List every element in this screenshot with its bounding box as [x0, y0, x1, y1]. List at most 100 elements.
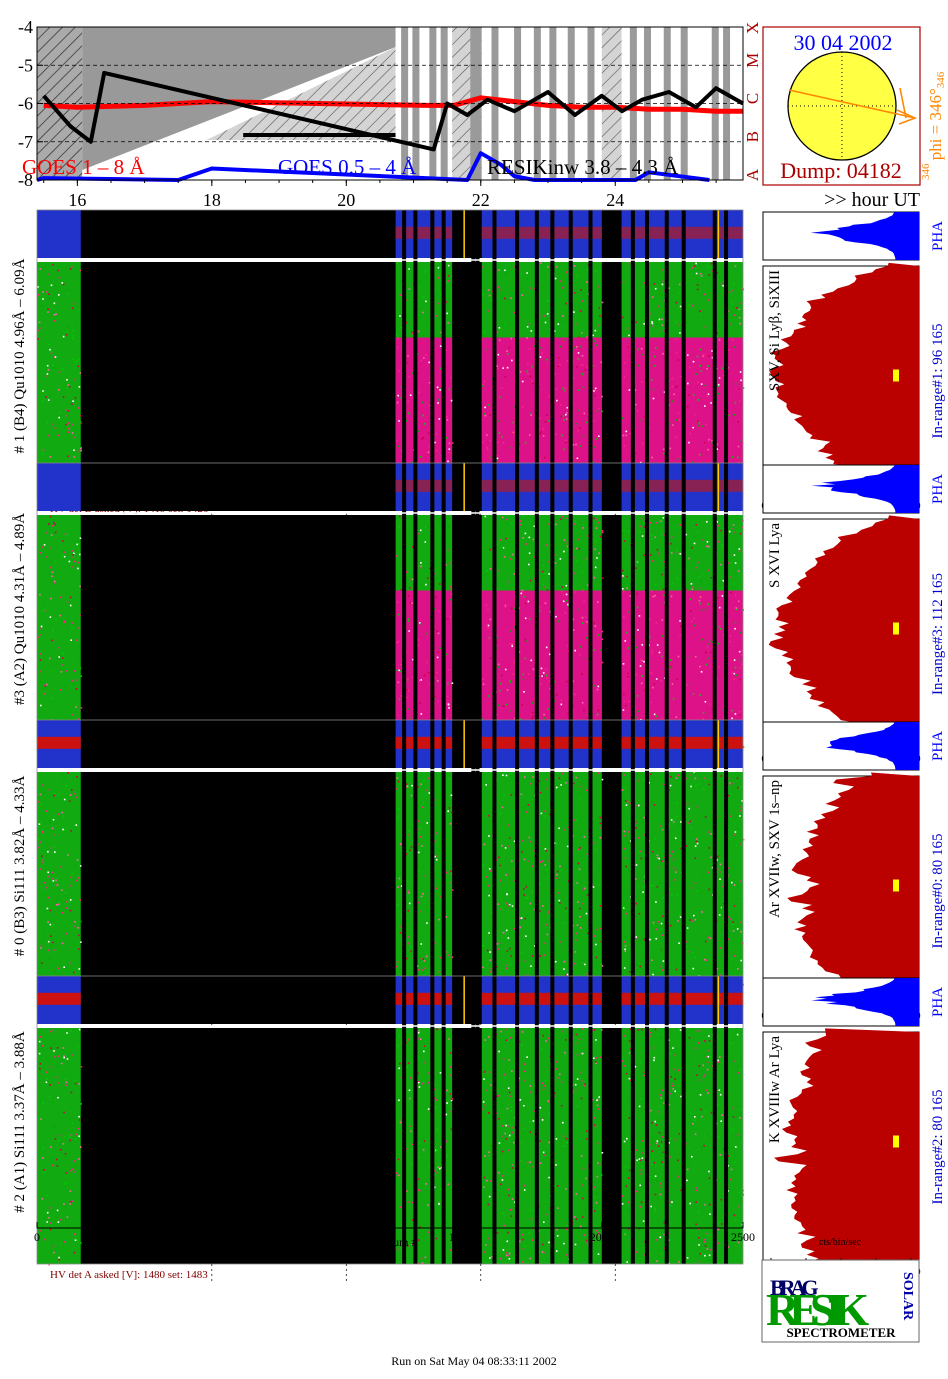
- spectrum-speckle: [707, 365, 709, 367]
- spectrum-speckle: [651, 1155, 654, 1158]
- spectrum-speckle: [78, 1083, 81, 1085]
- spectrum-speckle: [54, 356, 57, 358]
- spectrum-speckle: [559, 1073, 561, 1076]
- spectrum-speckle: [78, 968, 81, 970]
- spectrum-speckle: [412, 578, 415, 581]
- spectrum-speckle: [600, 940, 602, 943]
- spectrum-speckle: [638, 850, 640, 853]
- spectrum-speckle: [41, 855, 43, 857]
- spectrum-speckle: [637, 348, 639, 351]
- spectrum-speckle: [674, 963, 677, 965]
- gap-line-1: [413, 210, 418, 498]
- spectrum-speckle: [636, 695, 639, 697]
- spectrum-speckle: [408, 288, 411, 290]
- spectrum-speckle: [710, 1055, 712, 1058]
- spectrum-speckle: [44, 610, 47, 612]
- spectrum-speckle: [668, 810, 670, 812]
- spectrum-speckle: [680, 821, 682, 823]
- spectrum-speckle: [447, 526, 450, 528]
- spectrum-speckle: [418, 1121, 420, 1124]
- spectrum-speckle: [407, 595, 410, 597]
- spectrum-speckle: [585, 621, 588, 623]
- spectrum-speckle: [585, 1130, 588, 1133]
- spectrum-speckle: [642, 353, 644, 356]
- spectrum-speckle: [686, 802, 689, 805]
- spectrum-speckle: [621, 1195, 624, 1197]
- spectrum-speckle: [75, 706, 77, 708]
- spectrum-speckle: [638, 837, 640, 839]
- spectrum-speckle: [599, 1056, 602, 1059]
- spectrum-speckle: [69, 1190, 72, 1193]
- spectrum-speckle: [501, 1135, 503, 1138]
- spectrum-speckle: [434, 1174, 436, 1177]
- spectrum-speckle: [532, 711, 534, 714]
- spectrum-speckle: [51, 1164, 54, 1167]
- spectrum-speckle: [439, 345, 442, 347]
- spectrum-speckle: [446, 419, 449, 421]
- spectrum-speckle: [522, 1167, 525, 1169]
- spectrum-speckle: [595, 1062, 597, 1065]
- spectrum-speckle: [694, 1116, 696, 1118]
- spectrum-speckle: [40, 803, 42, 806]
- spectrum-speckle: [732, 283, 735, 285]
- spectrum-speckle: [705, 959, 708, 961]
- spectrum-speckle: [55, 879, 57, 882]
- spectrum-speckle: [51, 423, 53, 426]
- hv-label: HV det A asked [V]: 1480 set: 1483: [50, 1269, 208, 1281]
- spectrum-speckle: [53, 302, 56, 305]
- spectrum-speckle: [531, 891, 533, 894]
- spectrum-speckle: [438, 521, 440, 523]
- spectrum-speckle: [541, 1082, 544, 1084]
- spectrum-speckle: [424, 1256, 427, 1259]
- spectrum-speckle: [76, 679, 78, 681]
- spectrum-speckle: [636, 606, 639, 609]
- spectrum-speckle: [577, 352, 580, 354]
- spectrum-speckle: [672, 1047, 674, 1049]
- spectrum-speckle: [662, 352, 664, 355]
- spectrum-speckle: [59, 689, 62, 691]
- spectrum-speckle: [409, 1041, 411, 1044]
- spectrum-speckle: [75, 796, 77, 799]
- spectrum-speckle: [49, 820, 51, 822]
- spectrum-speckle: [447, 954, 449, 957]
- spectrum-speckle: [717, 1228, 720, 1231]
- spectrum-speckle: [448, 442, 451, 445]
- spectrum-speckle: [416, 1072, 419, 1075]
- spectrum-speckle: [549, 303, 551, 306]
- spectrum-speckle: [718, 625, 721, 628]
- spectrum-speckle: [576, 932, 578, 935]
- spectrum-speckle: [566, 359, 569, 362]
- spectrum-speckle: [422, 414, 424, 417]
- spectrum-speckle: [598, 1163, 601, 1166]
- spectrum-speckle: [539, 417, 541, 419]
- spectrum-speckle: [643, 415, 646, 418]
- spectrum-speckle: [596, 838, 598, 840]
- spectrum-speckle: [625, 865, 627, 868]
- spectrum-speckle: [694, 1119, 696, 1122]
- spectrum-speckle: [718, 666, 720, 669]
- spectrum-speckle: [78, 627, 80, 629]
- spectrum-speckle: [532, 1120, 535, 1122]
- spectrum-speckle: [716, 678, 718, 680]
- spectrum-speckle: [558, 1077, 560, 1079]
- spectrum-speckle: [524, 1063, 526, 1065]
- spectrum-speckle: [447, 525, 450, 527]
- spectrum-speckle: [558, 892, 560, 894]
- spectrum-speckle: [437, 302, 439, 305]
- spectrum-speckle: [546, 313, 549, 315]
- spectrum-speckle: [543, 586, 545, 588]
- spectrum-speckle: [67, 384, 70, 386]
- spectrum-speckle: [699, 596, 702, 598]
- spectrum-speckle: [599, 649, 601, 651]
- spectrum-speckle: [719, 974, 721, 977]
- pha-label: PHA: [930, 731, 946, 761]
- spectrum-speckle: [429, 1166, 431, 1169]
- spectrum-speckle: [53, 779, 55, 782]
- spectrum-speckle: [739, 1068, 742, 1071]
- spectrum-speckle: [710, 1112, 713, 1114]
- spectrum-speckle: [543, 315, 545, 317]
- spectrum-speckle: [595, 527, 598, 529]
- spectrum-speckle: [663, 391, 666, 393]
- spectrum-speckle: [548, 679, 551, 682]
- spectrum-speckle: [507, 1231, 509, 1234]
